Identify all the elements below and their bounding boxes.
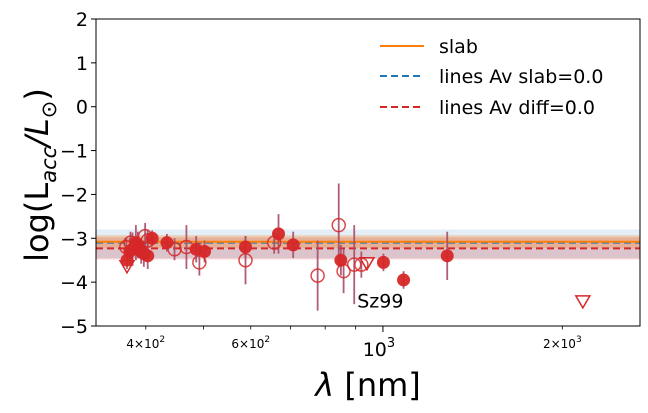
x-minor-tick-label: 4×102 [126, 335, 165, 351]
y-tick-label: 1 [76, 53, 88, 75]
x-major-tick-label: 103 [363, 336, 395, 361]
legend: slab lines Av slab=0.0 lines Av diff=0.0 [380, 36, 603, 119]
y-tick-label: −3 [60, 228, 88, 250]
legend-lines-av-slab-label: lines Av slab=0.0 [439, 66, 603, 88]
chart: log(Lacc/L⊙) λ [nm] 2 1 0 −1 −2 −3 −4 −5 103 4×10… [0, 0, 648, 413]
x-minor-tick-label: 6×102 [231, 335, 270, 351]
filled-data-point [334, 254, 347, 267]
y-tick-label: −1 [60, 141, 88, 163]
legend-lines-av-diff-label: lines Av diff=0.0 [439, 97, 595, 119]
filled-data-point [272, 227, 285, 240]
filled-data-point [377, 256, 390, 269]
x-minor-tick-label: 2×103 [543, 335, 582, 351]
x-axis-label: λ [nm] [313, 366, 421, 404]
legend-slab-label: slab [439, 36, 478, 58]
y-axis-label: log(Lacc/L⊙) [18, 88, 61, 262]
y-tick-label: −4 [60, 272, 88, 294]
annotation-sz99: Sz99 [357, 291, 403, 313]
y-tick-label: −5 [60, 316, 88, 338]
tick-labels: 2 1 0 −1 −2 −3 −4 −5 103 4×102 6×102 2×103 [60, 9, 582, 361]
y-tick-label: 0 [76, 97, 88, 119]
filled-data-point [141, 249, 154, 262]
filled-data-point [441, 249, 454, 262]
y-tick-label: −2 [60, 184, 88, 206]
filled-data-point [146, 232, 159, 245]
filled-data-point [397, 273, 410, 286]
upper-limit-marker [576, 296, 590, 308]
filled-data-point [287, 238, 300, 251]
filled-data-point [239, 241, 252, 254]
filled-data-point [160, 236, 173, 249]
filled-data-point [198, 245, 211, 258]
y-tick-label: 2 [76, 9, 88, 31]
